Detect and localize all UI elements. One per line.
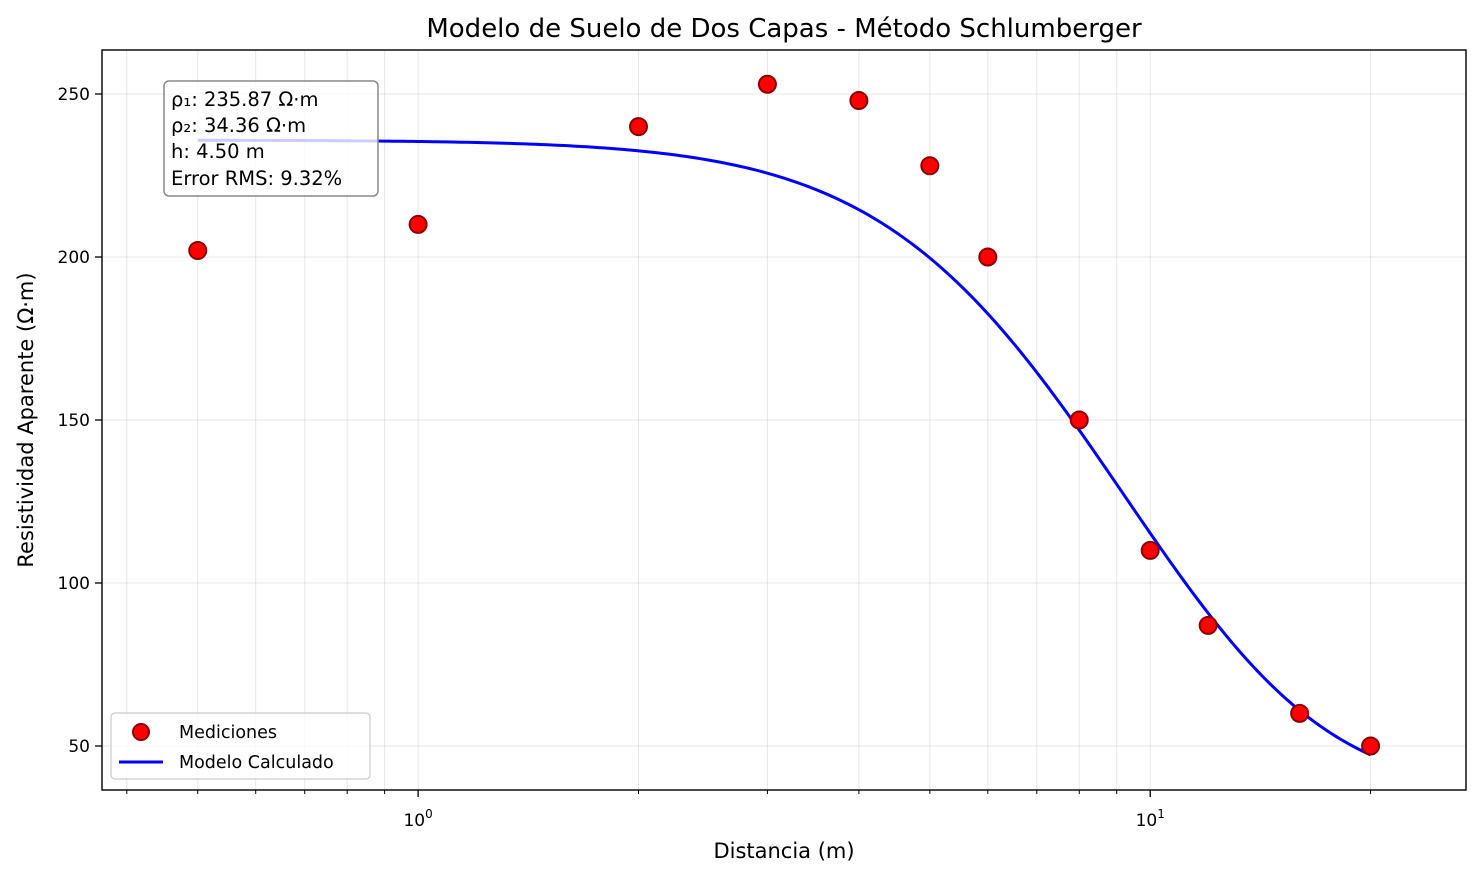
data-point [1198,615,1218,635]
data-point [1361,736,1381,756]
data-point [1290,703,1310,723]
x-tick-label: 101 [1136,807,1165,831]
y-tick-label: 250 [58,85,90,105]
model-info-box: ρ₁: 235.87 Ω·m ρ₂: 34.36 Ω·m h: 4.50 m E… [163,80,379,197]
grid-layer [102,50,1466,790]
y-tick-label: 150 [58,411,90,431]
y-tick-label: 50 [68,737,90,757]
y-axis-label: Resistividad Aparente (Ω·m) [14,272,38,567]
data-point [628,117,648,137]
legend-label-modelo: Modelo Calculado [179,753,334,773]
legend: Mediciones Modelo Calculado [110,712,371,780]
tick-layer: 100 101 50 100 150 200 250 [58,85,1372,831]
data-point [1140,540,1160,560]
info-box-frame [163,80,379,197]
info-depth: h: 4.50 m [171,140,265,163]
info-error-rms: Error RMS: 9.32% [171,167,342,190]
info-rho1: ρ₁: 235.87 Ω·m [171,88,319,111]
chart-title: Modelo de Suelo de Dos Capas - Método Sc… [426,14,1142,44]
data-point [188,240,208,260]
legend-frame [110,712,371,780]
data-point [408,214,428,234]
marker-layer [188,74,1381,756]
data-point [978,247,998,267]
line-layer [197,138,1372,757]
legend-marker-mediciones [132,723,150,741]
y-tick-label: 200 [58,248,90,268]
y-tick-label: 100 [58,574,90,594]
legend-label-mediciones: Mediciones [179,723,277,743]
data-point [849,91,869,111]
data-point [920,156,940,176]
x-axis-label: Distancia (m) [713,839,854,863]
info-rho2: ρ₂: 34.36 Ω·m [171,114,306,137]
x-tick-label: 100 [403,807,432,831]
model-curve [197,138,1372,757]
data-point [757,74,777,94]
data-point [1069,410,1089,430]
